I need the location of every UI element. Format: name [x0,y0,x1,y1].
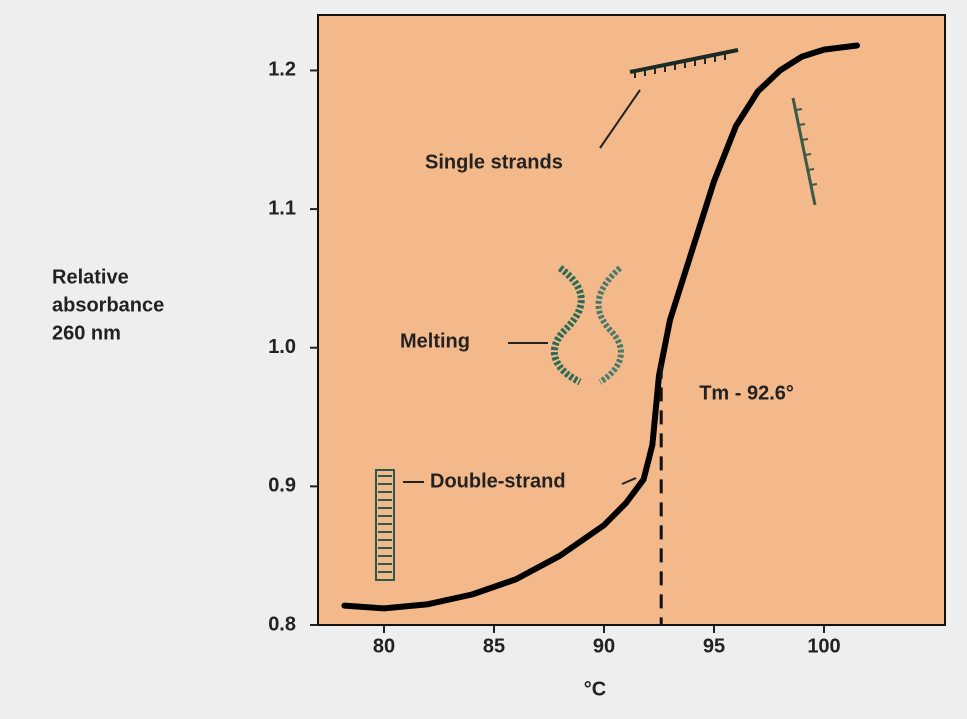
x-tick-label: 100 [807,635,840,657]
y-tick-label: 1.1 [268,197,296,219]
annotation: Single strands [425,151,563,173]
annotation: Double-strand [430,470,566,492]
y-tick-label: 1.0 [268,336,296,358]
chart: Single strands Melting Double-strand °C … [0,0,967,719]
x-axis-label: °C [584,678,606,700]
x-tick-label: 85 [483,635,505,657]
x-tick-label: 90 [593,635,615,657]
y-tick-label: 1.2 [268,59,296,81]
y-axis-label: absorbance [52,294,164,316]
x-tick-label: 95 [703,635,725,657]
annotation: Melting [400,330,470,352]
y-axis-label: Relative [52,266,129,288]
x-tick-label: 80 [373,635,395,657]
tm-label: Tm - 92.6° [699,383,794,405]
plot-area [318,15,945,625]
y-axis-label: 260 nm [52,322,121,344]
y-tick-label: 0.9 [268,475,296,497]
y-tick-label: 0.8 [268,613,296,635]
